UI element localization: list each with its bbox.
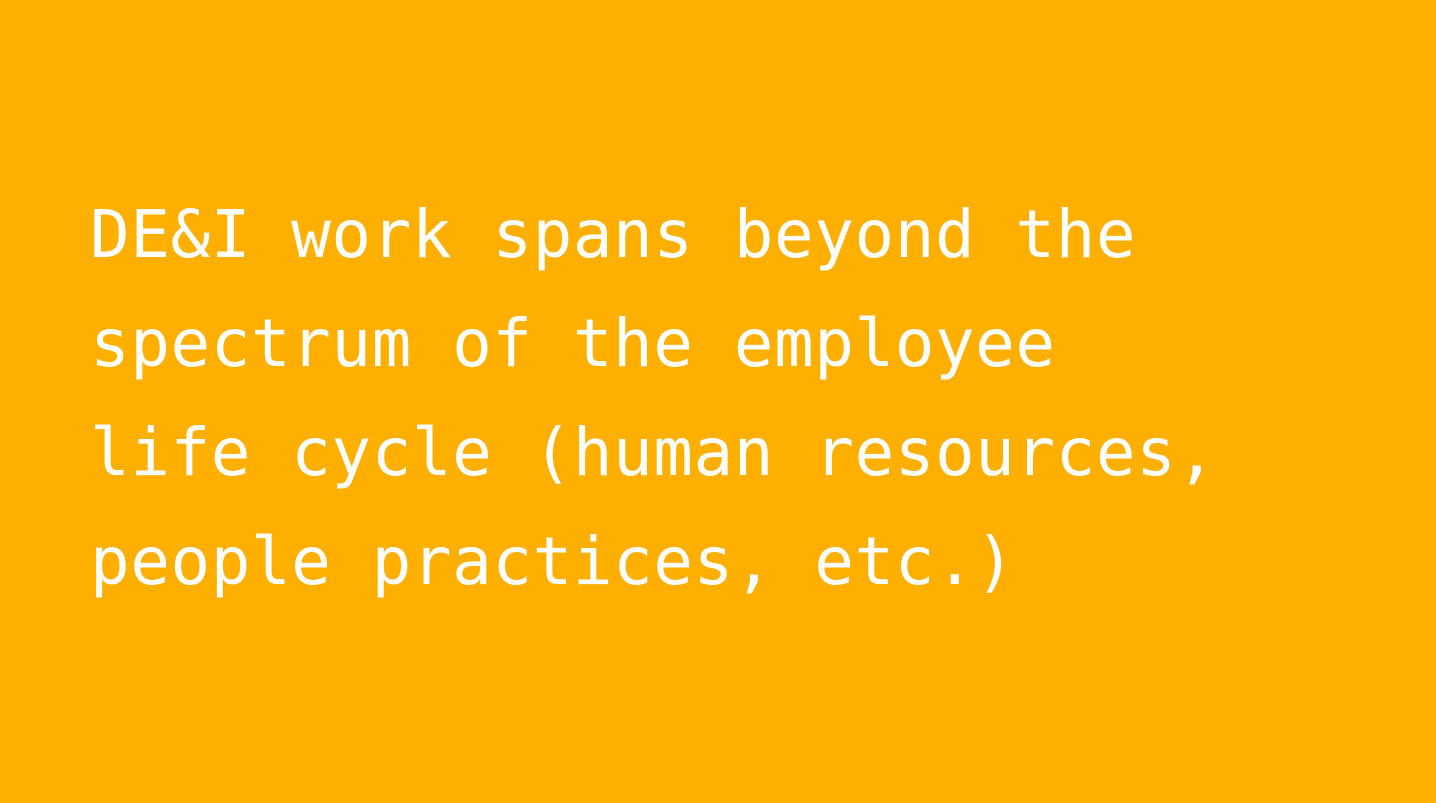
quote-line-2: spectrum of the employee — [90, 305, 1056, 382]
quote-line-1: DE&I work spans beyond the — [90, 196, 1137, 273]
quote-line-3: life cycle (human resources, — [90, 414, 1217, 491]
quote-line-4: people practices, etc.) — [90, 523, 1016, 600]
quote-text: DE&I work spans beyond the spectrum of t… — [90, 180, 1390, 616]
